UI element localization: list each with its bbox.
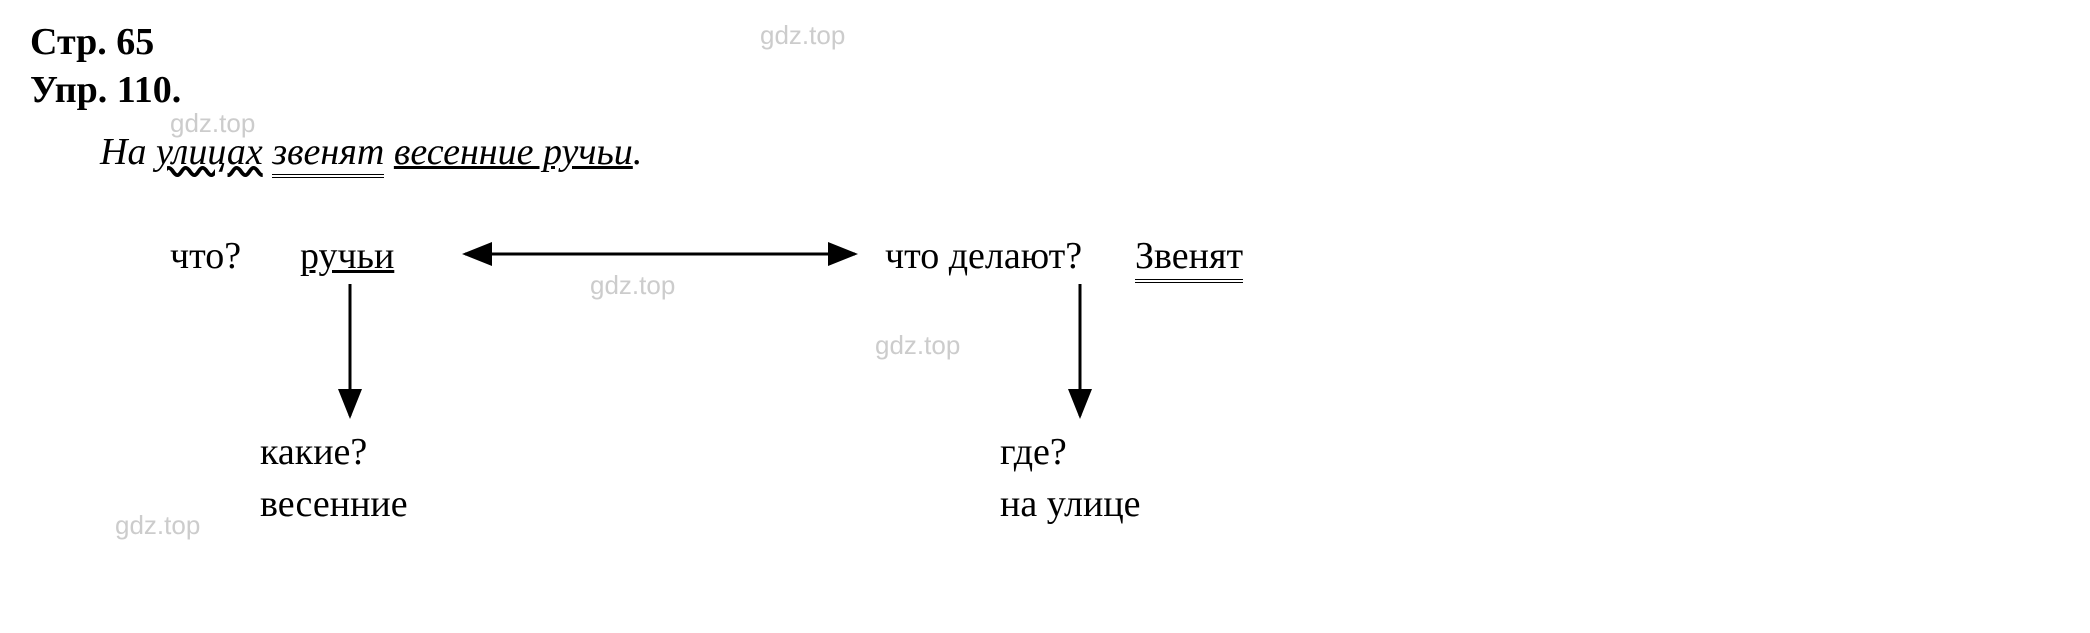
exercise-label: Упр. 110. [30, 68, 2060, 112]
watermark-text: gdz.top [875, 330, 960, 361]
page-label: Стр. 65 [30, 20, 2060, 64]
horizontal-arrow [170, 234, 1370, 554]
sentence-part7: . [633, 131, 643, 173]
watermark-text: gdz.top [590, 270, 675, 301]
sentence-part1: На [100, 131, 156, 173]
watermark-text: gdz.top [760, 20, 845, 51]
sentence-adverbial: улицах [156, 131, 263, 173]
sentence-subject-group: весенние ручьи [394, 131, 633, 173]
example-sentence: На улицах звенят весенние ручьи. [100, 130, 2060, 174]
sentence-predicate: звенят [272, 131, 384, 178]
syntax-diagram: что? ручьи что делают? Звенят какие? вес… [170, 234, 2060, 594]
watermark-text: gdz.top [115, 510, 200, 541]
sentence-part5 [384, 131, 394, 173]
sentence-part3 [263, 131, 273, 173]
